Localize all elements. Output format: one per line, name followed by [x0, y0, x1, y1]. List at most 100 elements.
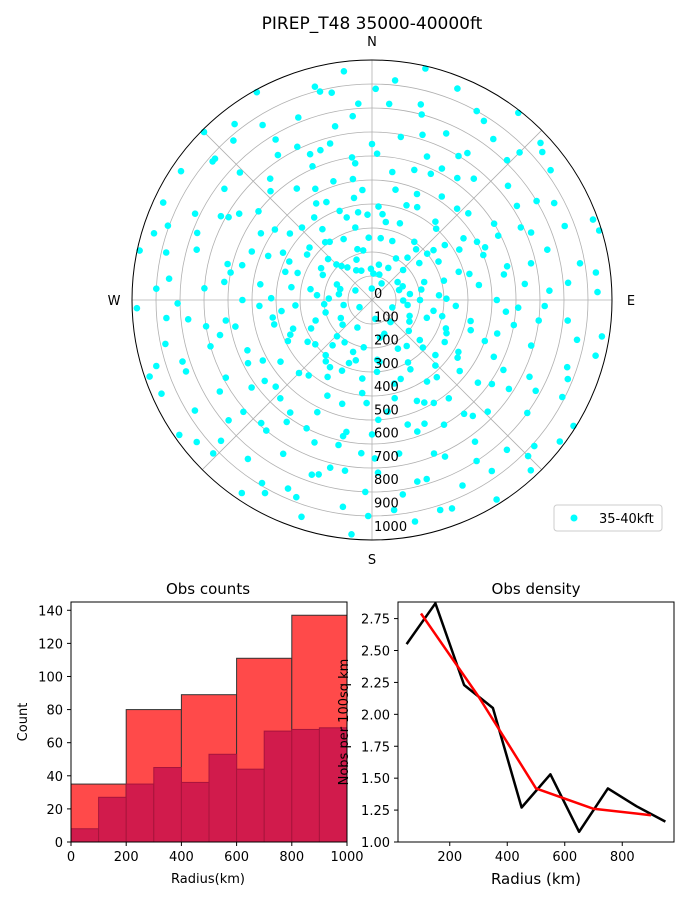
scatter-point	[473, 238, 481, 246]
scatter-point	[392, 186, 399, 193]
compass-n-label: N	[367, 35, 377, 50]
scatter-point	[396, 220, 404, 227]
scatter-point	[354, 209, 362, 216]
scatter-point	[343, 428, 350, 436]
scatter-point	[324, 255, 332, 263]
density-xtick-label: 400	[495, 850, 520, 865]
histogram-bars	[70, 614, 348, 843]
scatter-point	[379, 210, 386, 218]
scatter-point	[222, 317, 230, 324]
scatter-point	[406, 312, 413, 320]
scatter-point	[315, 471, 323, 478]
scatter-point	[312, 185, 319, 193]
scatter-point	[258, 479, 266, 487]
scatter-point	[372, 315, 379, 323]
scatter-point	[481, 337, 489, 345]
scatter-point	[394, 345, 402, 353]
scatter-point	[278, 307, 285, 315]
scatter-point	[309, 163, 316, 170]
scatter-point	[563, 363, 571, 371]
scatter-point	[532, 387, 539, 395]
radial-tick-label: 600	[374, 427, 399, 442]
scatter-point	[358, 267, 365, 275]
scatter-point	[399, 266, 407, 274]
histogram-ylabel: Count	[16, 703, 31, 742]
scatter-point	[473, 457, 480, 465]
scatter-point	[235, 210, 243, 217]
scatter-point	[295, 114, 302, 121]
scatter-point	[162, 340, 169, 348]
scatter-point	[326, 140, 334, 147]
scatter-point	[535, 317, 542, 324]
density-ytick-label: 1.00	[361, 836, 390, 851]
density-axes-frame	[397, 601, 675, 843]
scatter-point	[411, 166, 418, 174]
scatter-point	[453, 205, 461, 212]
scatter-point	[259, 121, 266, 129]
scatter-point	[351, 160, 359, 167]
scatter-point	[442, 130, 450, 137]
scatter-point	[516, 149, 523, 156]
histogram-xtick-label: 800	[279, 850, 304, 865]
scatter-point	[464, 149, 471, 157]
scatter-point	[244, 455, 252, 463]
scatter-point	[376, 334, 384, 341]
scatter-point	[163, 314, 170, 322]
scatter-point	[375, 261, 383, 269]
scatter-point	[238, 261, 246, 269]
scatter-point	[352, 267, 360, 274]
scatter-point	[473, 107, 481, 115]
scatter-point	[355, 100, 362, 107]
scatter-point	[267, 187, 274, 195]
polar-chart: PIREP_T48 35000-40000ft 0 100 200 300 400 500…	[108, 14, 663, 568]
scatter-point	[423, 475, 431, 483]
scatter-point	[503, 446, 511, 454]
scatter-point	[360, 344, 368, 351]
scatter-point	[414, 428, 421, 435]
scatter-point	[303, 251, 311, 258]
histogram-bar	[263, 730, 293, 843]
histogram-bar	[70, 828, 100, 843]
histogram-ticks: 0 200 400 600 800 1000 0 20 40 60 80 100 120 140	[38, 604, 363, 865]
scatter-point	[547, 166, 554, 174]
scatter-point	[404, 301, 411, 309]
scatter-point	[293, 185, 301, 192]
radial-tick-label: 400	[374, 380, 399, 395]
scatter-point	[358, 449, 365, 457]
scatter-point	[564, 375, 572, 383]
scatter-point	[416, 259, 423, 267]
scatter-point	[317, 264, 325, 272]
scatter-point	[539, 148, 546, 156]
scatter-point	[466, 270, 473, 278]
scatter-point	[436, 506, 444, 514]
scatter-point	[330, 178, 337, 185]
scatter-point	[307, 285, 314, 293]
scatter-point	[326, 363, 334, 371]
scatter-point	[417, 101, 425, 108]
polar-grid-spoke	[202, 299, 373, 470]
scatter-point	[368, 140, 376, 148]
scatter-point	[353, 256, 360, 264]
scatter-point	[319, 225, 326, 233]
scatter-point	[322, 358, 330, 365]
scatter-point	[404, 421, 412, 428]
scatter-point	[240, 408, 247, 416]
scatter-point	[261, 489, 269, 497]
scatter-point	[182, 368, 190, 375]
radial-tick-label: 0	[374, 287, 382, 302]
histogram-ytick-label: 80	[46, 704, 63, 719]
scatter-point	[277, 358, 284, 366]
scatter-point	[419, 131, 426, 139]
scatter-point	[311, 439, 318, 446]
scatter-point	[391, 380, 398, 387]
scatter-point	[356, 303, 363, 311]
scatter-point	[376, 271, 383, 278]
scatter-point	[467, 326, 475, 334]
scatter-point	[454, 85, 461, 92]
scatter-point	[306, 150, 314, 158]
scatter-point	[404, 254, 411, 261]
density-lines	[405, 602, 666, 834]
scatter-point	[411, 238, 418, 246]
scatter-point	[352, 287, 359, 294]
scatter-point	[232, 323, 239, 330]
